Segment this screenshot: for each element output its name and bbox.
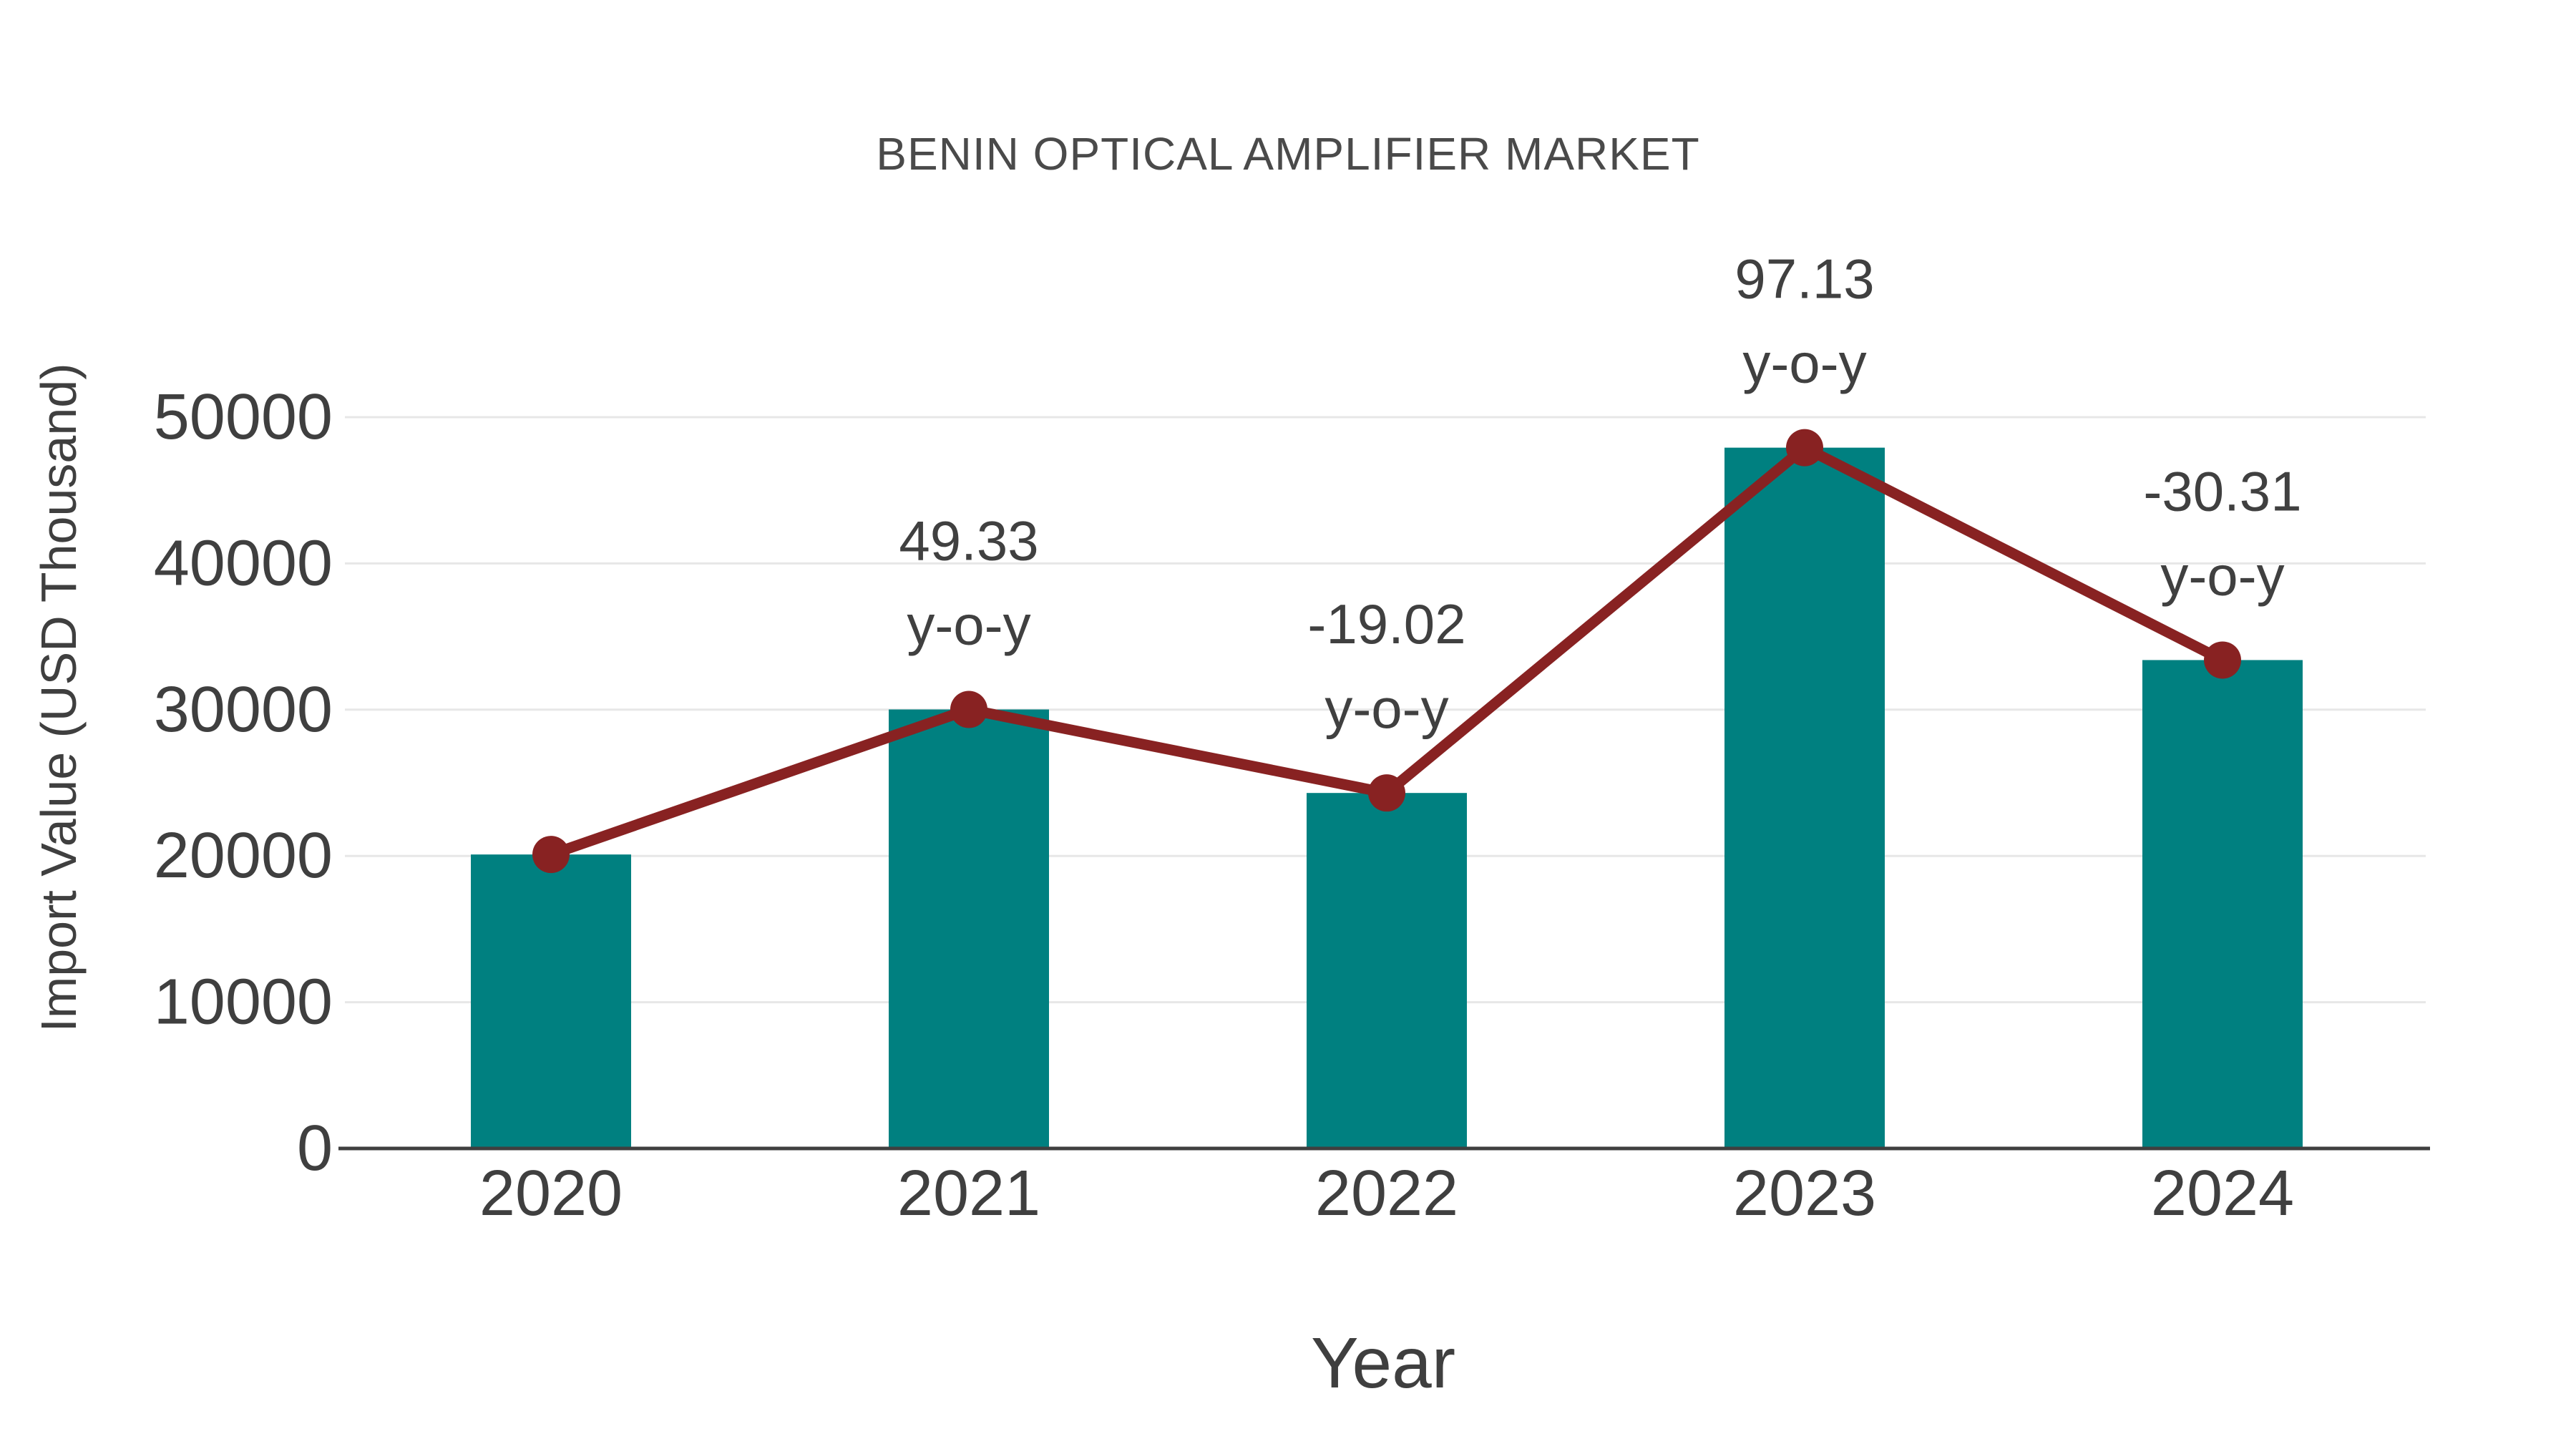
x-tick-label: 2020	[479, 1158, 623, 1229]
trend-marker	[950, 691, 987, 728]
annotation-value: 49.33	[899, 509, 1038, 572]
y-tick-label: 10000	[154, 967, 333, 1038]
y-tick-label: 0	[297, 1113, 333, 1184]
x-tick-label: 2021	[897, 1158, 1040, 1229]
trend-marker	[532, 836, 570, 874]
x-tick-label: 2022	[1315, 1158, 1458, 1229]
annotation-suffix: y-o-y	[1742, 332, 1866, 395]
x-axis-title: Year	[1310, 1323, 1456, 1403]
bar	[1724, 447, 1885, 1148]
annotation-value: -19.02	[1307, 592, 1465, 655]
x-tick-label: 2023	[1733, 1158, 1876, 1229]
chart-title: BENIN OPTICAL AMPLIFIER MARKET	[876, 128, 1700, 180]
trend-marker	[1786, 429, 1823, 467]
annotation-suffix: y-o-y	[907, 593, 1030, 656]
bar	[1307, 793, 1467, 1148]
annotation-suffix: y-o-y	[1324, 677, 1448, 740]
trend-marker	[2204, 641, 2241, 679]
annotation-value: -30.31	[2143, 459, 2301, 522]
bar	[471, 854, 631, 1148]
trend-marker	[1368, 774, 1405, 812]
bar	[889, 709, 1049, 1148]
y-tick-label: 20000	[154, 820, 333, 892]
annotation-value: 97.13	[1735, 248, 1874, 311]
annotation-suffix: y-o-y	[2160, 544, 2284, 607]
bar	[2142, 660, 2303, 1148]
y-tick-label: 40000	[154, 527, 333, 599]
y-tick-label: 30000	[154, 674, 333, 746]
y-tick-label: 50000	[154, 381, 333, 453]
x-tick-label: 2024	[2151, 1158, 2294, 1229]
